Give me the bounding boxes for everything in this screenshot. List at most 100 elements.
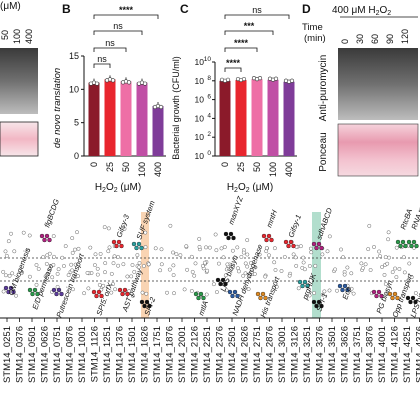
annotated-gene-point <box>220 277 226 283</box>
gene-point <box>3 249 8 254</box>
gene-point <box>103 261 108 266</box>
gene-point <box>393 266 398 271</box>
gene-point <box>174 252 179 257</box>
gene-point <box>274 284 279 289</box>
annotated-gene-point <box>3 285 9 291</box>
gene-point <box>159 247 164 252</box>
annotated-gene-point <box>144 299 150 305</box>
gene-annotation-label: LPS biosyn <box>408 280 420 319</box>
gene-point <box>236 269 241 274</box>
locus-tick-label: STM14_0251 <box>2 326 13 383</box>
locus-tick-label: STM14_1001 <box>77 326 88 383</box>
gene-point <box>382 272 387 277</box>
locus-tick-label: STM14_3001 <box>277 326 288 383</box>
annotated-gene-point <box>319 245 324 251</box>
annotated-gene-point <box>131 241 137 247</box>
locus-tick-label: STM14_3501 <box>327 326 338 383</box>
panel-letter-c: C <box>180 2 189 16</box>
gene-point <box>50 275 55 280</box>
annotated-gene-point <box>198 291 204 297</box>
annotated-gene-point <box>319 303 324 309</box>
panel-c-xlabel: H2O2 (μM) <box>227 182 273 194</box>
gene-point <box>3 273 8 278</box>
annotated-gene-point <box>395 239 401 245</box>
annotated-gene-point <box>300 283 305 289</box>
annotated-gene-point <box>196 295 201 301</box>
replicate-point <box>257 76 263 81</box>
locus-tick-label: STM14_3876 <box>365 326 376 383</box>
locus-tick-label: STM14_1751 <box>152 326 163 383</box>
gene-point <box>312 291 317 295</box>
gene-point <box>252 272 257 276</box>
gene-point <box>182 287 187 292</box>
gene-point <box>45 253 50 258</box>
gene-point <box>7 273 12 278</box>
annotated-gene-point <box>258 295 263 301</box>
annotated-gene-point <box>227 289 233 295</box>
gene-point <box>88 245 93 250</box>
gene-point <box>178 253 183 258</box>
y-tick-label: 15 <box>69 51 79 61</box>
significance-label: **** <box>234 38 249 48</box>
gene-point <box>377 254 382 259</box>
annotated-gene-point <box>6 289 11 295</box>
y-tick-label: 5 <box>74 118 79 128</box>
gene-point <box>107 245 112 250</box>
annotated-gene-point <box>314 245 319 251</box>
time-tick-label: 0 <box>340 39 350 44</box>
gene-point <box>167 267 172 272</box>
locus-tick-label: STM14_3126 <box>290 326 301 383</box>
gene-point <box>243 271 248 276</box>
gene-point <box>339 247 343 252</box>
gene-annotation-label: LPS biosyn <box>218 254 239 293</box>
gene-point <box>366 247 371 252</box>
gene-point <box>335 288 339 293</box>
gene-point <box>267 253 271 258</box>
annotated-gene-point <box>403 243 408 249</box>
gene-point <box>257 252 262 257</box>
significance-label: ns <box>97 54 107 64</box>
western-blot-image <box>0 48 38 114</box>
bar <box>152 106 164 156</box>
annotated-gene-point <box>116 239 122 245</box>
locus-tick-labels: STM14_0251 STM14_0376 STM14_0501 STM14_0626… <box>2 318 420 383</box>
gene-point <box>73 247 77 252</box>
annotated-gene-point <box>51 287 57 293</box>
annotated-gene-point <box>311 241 317 247</box>
gene-point <box>95 266 100 271</box>
gene-point <box>230 248 235 253</box>
gene-point <box>224 288 229 293</box>
panel-b-significance: **** ns ns ns <box>93 5 159 68</box>
gene-point <box>61 264 66 268</box>
gene-point <box>21 230 26 235</box>
gene-annotation-label: Gifsy-1 <box>286 213 303 238</box>
annotated-gene-point <box>255 291 261 297</box>
gene-point <box>171 250 175 255</box>
gene-point <box>34 263 39 267</box>
gene-point <box>221 255 226 260</box>
gene-point <box>47 267 52 272</box>
gene-point <box>45 272 50 277</box>
annotated-gene-point <box>96 289 102 295</box>
significance-bracket <box>224 67 242 72</box>
annotated-gene-point <box>8 285 14 291</box>
gene-point <box>75 230 79 235</box>
annotated-gene-point <box>398 243 403 249</box>
gene-point <box>291 252 296 257</box>
locus-tick-label: STM14_2126 <box>190 326 201 383</box>
annotated-gene-point <box>91 289 97 295</box>
gene-point <box>189 254 194 259</box>
gene-annotation-label: Ecp <box>340 285 353 300</box>
gene-point <box>204 292 209 297</box>
ponceau-stain <box>337 123 419 177</box>
locus-tick-label: STM14_3251 <box>302 326 313 383</box>
locus-tick-label: STM14_0751 <box>52 326 63 383</box>
gene-point <box>216 261 221 266</box>
locus-tick-label: STM14_3376 <box>315 326 326 383</box>
locus-tick-label: STM14_2751 <box>252 326 263 383</box>
gene-point <box>141 264 146 268</box>
gene-point <box>301 255 306 260</box>
gene-annotation-label: E/D permease <box>30 263 55 311</box>
annotated-gene-point <box>231 235 236 241</box>
